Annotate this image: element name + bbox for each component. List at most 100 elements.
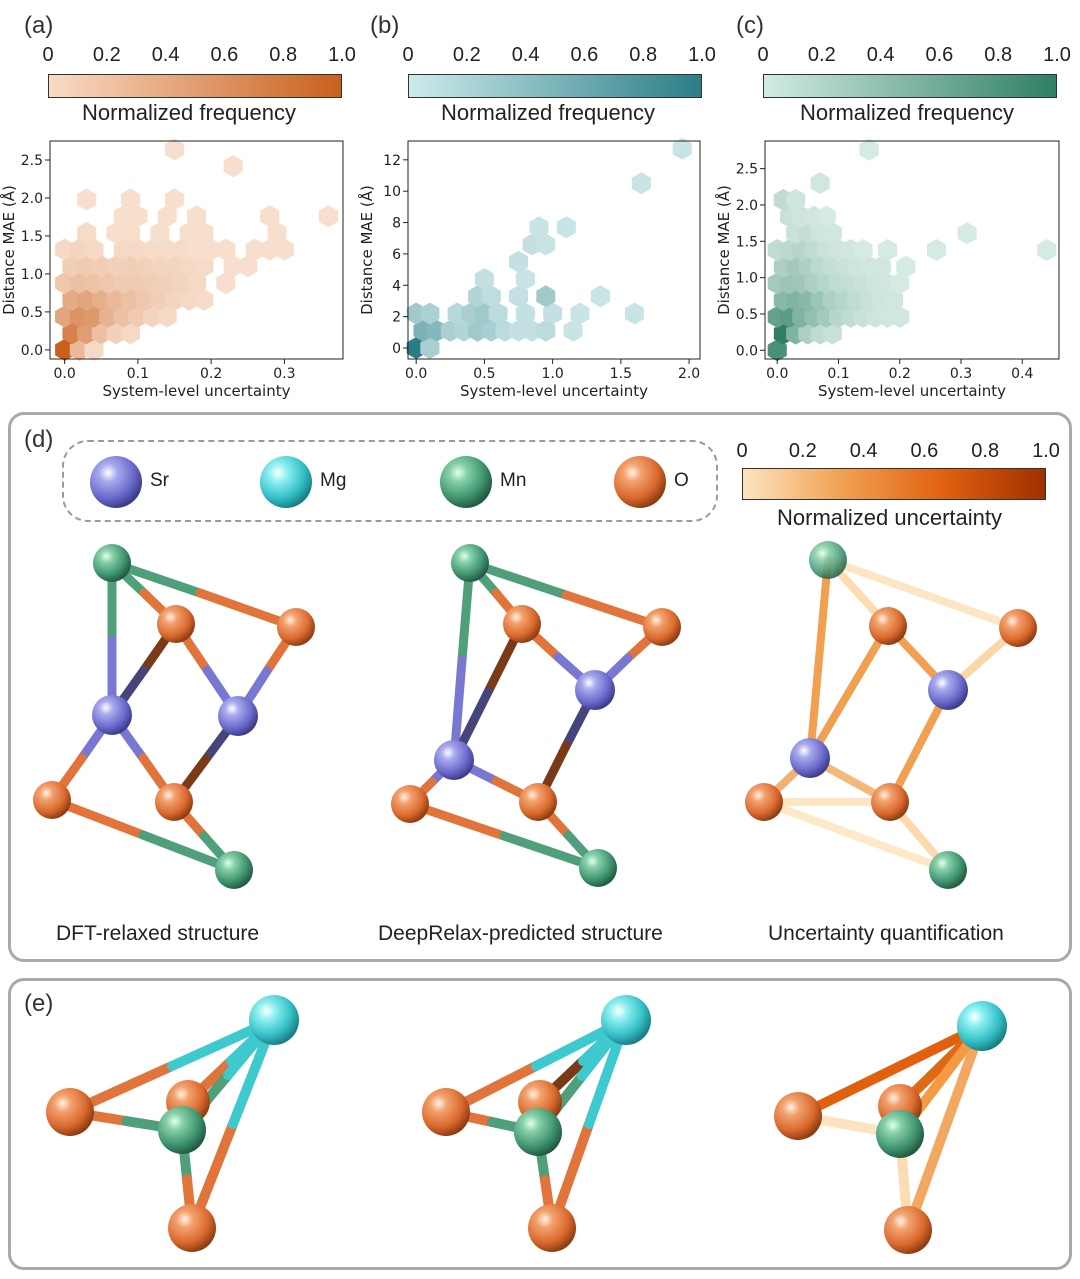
chart-c-hexbin: [810, 172, 830, 195]
chart-a-hexbin: [69, 338, 89, 361]
chart-c-hexbin: [957, 222, 977, 245]
chart-b-x-tick-label: 1.0: [542, 366, 564, 382]
legend-mg-sphere-icon: [260, 456, 312, 508]
colorbar-c-tick-label: 1.0: [1043, 44, 1071, 66]
chart-a-x-tick-label: 0.0: [54, 366, 76, 382]
chart-a-hexbin: [77, 188, 97, 211]
chart-a-hexbin: [106, 322, 126, 345]
chart-b-hexbin: [590, 285, 610, 308]
chart-a-bins: [55, 138, 338, 361]
chart-b-hexbin: [672, 137, 692, 160]
chart-a-hexbin: [69, 272, 89, 294]
chart-a-hexbin: [172, 272, 192, 294]
chart-a-hexbin: [113, 238, 133, 261]
chart-b-hexbin: [529, 216, 549, 239]
chart-a-hexbin: [260, 205, 280, 228]
colorbar-c-tick-label: 0: [757, 44, 769, 66]
legend-mn-sphere-icon: [440, 456, 492, 508]
chart-c-x-tick-label: 0.1: [827, 366, 849, 382]
legend-o-sphere-icon: [614, 456, 666, 508]
colorbar-c-tick-label: 0.8: [984, 44, 1013, 66]
chart-a-y-axis-label: Distance MAE (Å): [0, 185, 18, 315]
chart-b-y-axis-label: Distance MAE (Å): [357, 185, 376, 315]
chart-a-y-tick-label: 0.0: [21, 343, 43, 359]
chart-a-hexbin: [187, 238, 206, 261]
colorbar-b-tick-label: 0.6: [570, 44, 599, 66]
uncertainty-colorbar-tick-label: 0: [736, 440, 748, 462]
chart-c-y-tick-label: 0.0: [736, 343, 758, 359]
deeprelax-predicted-structure: [391, 544, 681, 887]
chart-b-y-tick-label: 0: [392, 341, 401, 357]
chart-a-hexbin: [165, 255, 185, 278]
colorbar-a-tick-label: 0.2: [92, 44, 121, 66]
chart-c-y-tick-label: 2.0: [736, 198, 758, 214]
chart-a-hexbin: [150, 255, 170, 278]
chart-b-x-tick-label: 2.0: [678, 366, 700, 382]
chart-b-hexbin: [509, 285, 528, 308]
chart-a-hexbin: [106, 255, 126, 278]
dft-relaxed-structure: [33, 544, 315, 889]
chart-b-hexbin: [570, 302, 590, 325]
chart-a-hexbin: [194, 221, 214, 244]
chart-a-x-tick-label: 0.1: [127, 366, 149, 382]
chart-a-hexbin: [267, 221, 287, 244]
chart-a-hexbin: [113, 272, 133, 294]
chart-b-bins: [406, 137, 692, 359]
chart-a-hexbin: [143, 238, 163, 261]
caption-deeprelax-predicted: DeepRelax-predicted structure: [378, 922, 663, 945]
chart-b-hexbin: [536, 319, 556, 342]
chart-c-hexbin: [927, 239, 946, 261]
panel-label-d: (d): [24, 426, 54, 453]
colorbar-c: [763, 74, 1057, 98]
chart-a-hexbin: [113, 305, 133, 328]
chart-a-hexbin: [172, 238, 192, 261]
chart-c-hexbin: [884, 289, 904, 312]
chart-a-hexbin: [245, 238, 265, 261]
colorbar-a-tick-label: 1.0: [328, 44, 356, 66]
chart-a-hexbin: [187, 272, 206, 294]
chart-c-hexbin: [871, 255, 891, 278]
chart-a-hexbin: [187, 205, 206, 228]
chart-a-hexbin: [194, 288, 214, 311]
chart-a-hexbin: [121, 288, 141, 311]
chart-b-hexbin: [481, 285, 501, 308]
chart-a-hexbin: [77, 255, 97, 278]
chart-c-hexbin: [896, 255, 916, 278]
chart-a-hexbin: [143, 272, 163, 294]
chart-a-axes-frame: [49, 140, 344, 360]
colorbar-a: [48, 74, 342, 98]
chart-a-hexbin: [91, 288, 111, 311]
chart-b-x-tick-label: 1.5: [610, 366, 632, 382]
chart-a-hexbin: [62, 255, 82, 278]
colorbar-a-tick-label: 0.8: [269, 44, 298, 66]
chart-c-y-tick-label: 1.0: [736, 271, 758, 287]
mgmno-deeprelax-structure: [422, 995, 651, 1252]
chart-a-hexbin: [157, 238, 177, 261]
colorbar-b: [408, 74, 702, 98]
colorbar-b-tick-label: 0.8: [629, 44, 658, 66]
chart-c-x-tick-label: 0.3: [950, 366, 972, 382]
caption-uncertainty-quantification: Uncertainty quantification: [768, 922, 1004, 945]
caption-dft-relaxed: DFT-relaxed structure: [56, 922, 260, 945]
chart-a-hexbin: [179, 288, 199, 311]
chart-a-hexbin: [128, 205, 148, 228]
chart-b-hexbin: [625, 302, 644, 325]
chart-c-y-axis-label: Distance MAE (Å): [715, 185, 733, 315]
chart-c-hexbin: [1037, 239, 1057, 261]
chart-a-y-tick-label: 1.0: [21, 267, 43, 283]
colorbar-a-tick-label: 0.4: [151, 44, 180, 66]
chart-b-hexbin: [536, 233, 556, 256]
chart-a-hexbin: [84, 338, 104, 361]
chart-a-hexbin: [318, 205, 338, 228]
colorbar-c-tick-label: 0.2: [807, 44, 836, 66]
legend-mg-label: Mg: [320, 470, 347, 491]
chart-c-y-tick-label: 2.5: [736, 162, 758, 178]
chart-c-hexbin: [822, 322, 842, 345]
uncertainty-colorbar-tick-label: 0.6: [910, 440, 939, 462]
chart-a-hexbin: [77, 288, 97, 311]
mgmno-uncertainty-structure: [774, 1001, 1007, 1254]
uncertainty-colorbar-tick-label: 0.8: [971, 440, 1000, 462]
hexbin-chart-a: 0.0 0.1 0.2 0.3 0.0 0.5 1.0 1.5 2.0 2.5 System-lev…: [0, 138, 344, 400]
colorbar-title-b: Normalized frequency: [441, 100, 655, 125]
chart-c-y-tick-label: 0.5: [736, 307, 758, 323]
